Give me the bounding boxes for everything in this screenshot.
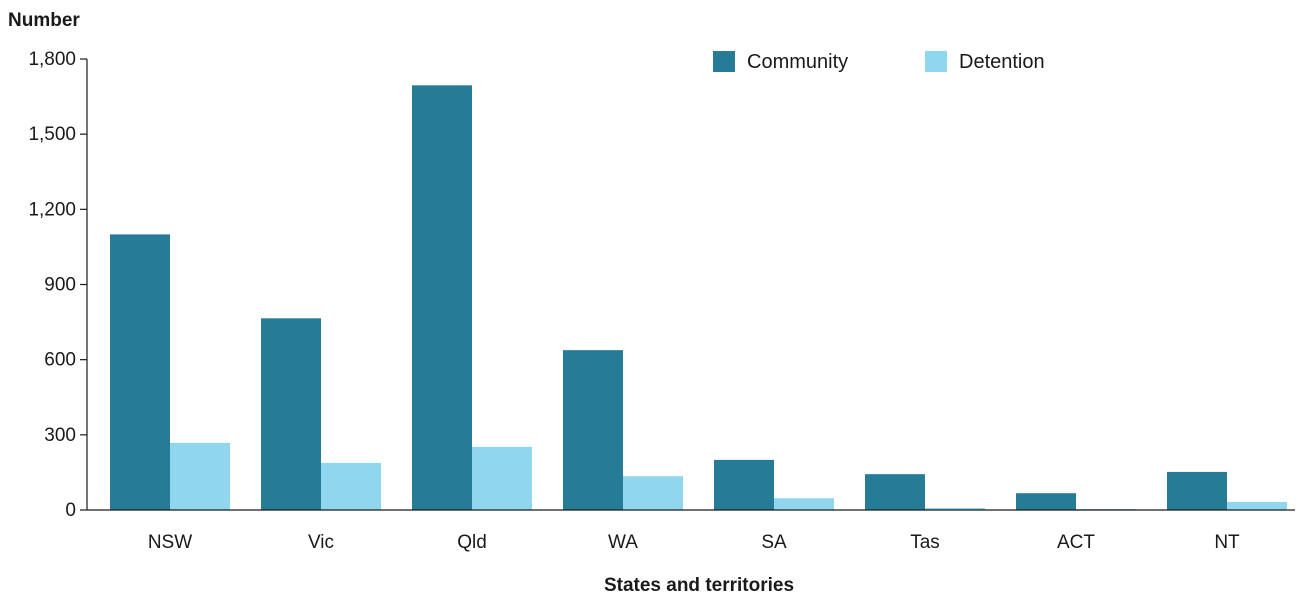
bar-community-vic (261, 318, 321, 510)
bar-community-sa (714, 459, 774, 510)
bar-community-tas (865, 474, 925, 510)
y-tick-label: 300 (44, 425, 76, 446)
legend-label-detention: Detention (959, 51, 1045, 73)
bar-community-act (1016, 493, 1076, 510)
bar-community-nsw (110, 234, 170, 510)
y-tick-label: 1,500 (28, 124, 76, 145)
bar-detention-qld (472, 446, 532, 510)
legend-label-community: Community (747, 51, 848, 73)
bar-detention-tas (925, 507, 985, 510)
x-tick-label: NT (1214, 532, 1240, 553)
x-tick-label: WA (608, 532, 638, 553)
bar-detention-sa (774, 498, 834, 510)
y-tick-label: 1,200 (28, 199, 76, 220)
bar-community-nt (1167, 471, 1227, 510)
y-tick-label: 0 (65, 500, 76, 521)
bar-community-wa (563, 350, 623, 510)
legend: Community Detention (713, 51, 1045, 73)
y-axis: 0 300 600 900 1,200 1,500 1,800 (28, 49, 88, 521)
bar-detention-nt (1227, 501, 1287, 510)
x-axis: NSW Vic Qld WA SA Tas ACT NT (87, 509, 1295, 553)
y-tick-label: 900 (44, 275, 76, 296)
bar-community-qld (412, 85, 472, 510)
bar-detention-wa (623, 476, 683, 510)
legend-swatch-community (713, 51, 735, 72)
x-tick-label: SA (761, 532, 787, 553)
x-tick-label: Tas (910, 532, 940, 553)
bars (110, 85, 1287, 510)
y-tick-label: 1,800 (28, 49, 76, 70)
x-tick-label: NSW (148, 532, 192, 553)
legend-swatch-detention (925, 51, 947, 72)
bar-detention-nsw (170, 442, 230, 510)
y-tick-label: 600 (44, 350, 76, 371)
x-axis-title: States and territories (604, 575, 794, 596)
x-tick-label: Qld (457, 532, 487, 553)
x-tick-label: ACT (1057, 532, 1095, 553)
bar-detention-vic (321, 462, 381, 510)
y-axis-title: Number (8, 10, 80, 31)
x-tick-label: Vic (308, 532, 334, 553)
